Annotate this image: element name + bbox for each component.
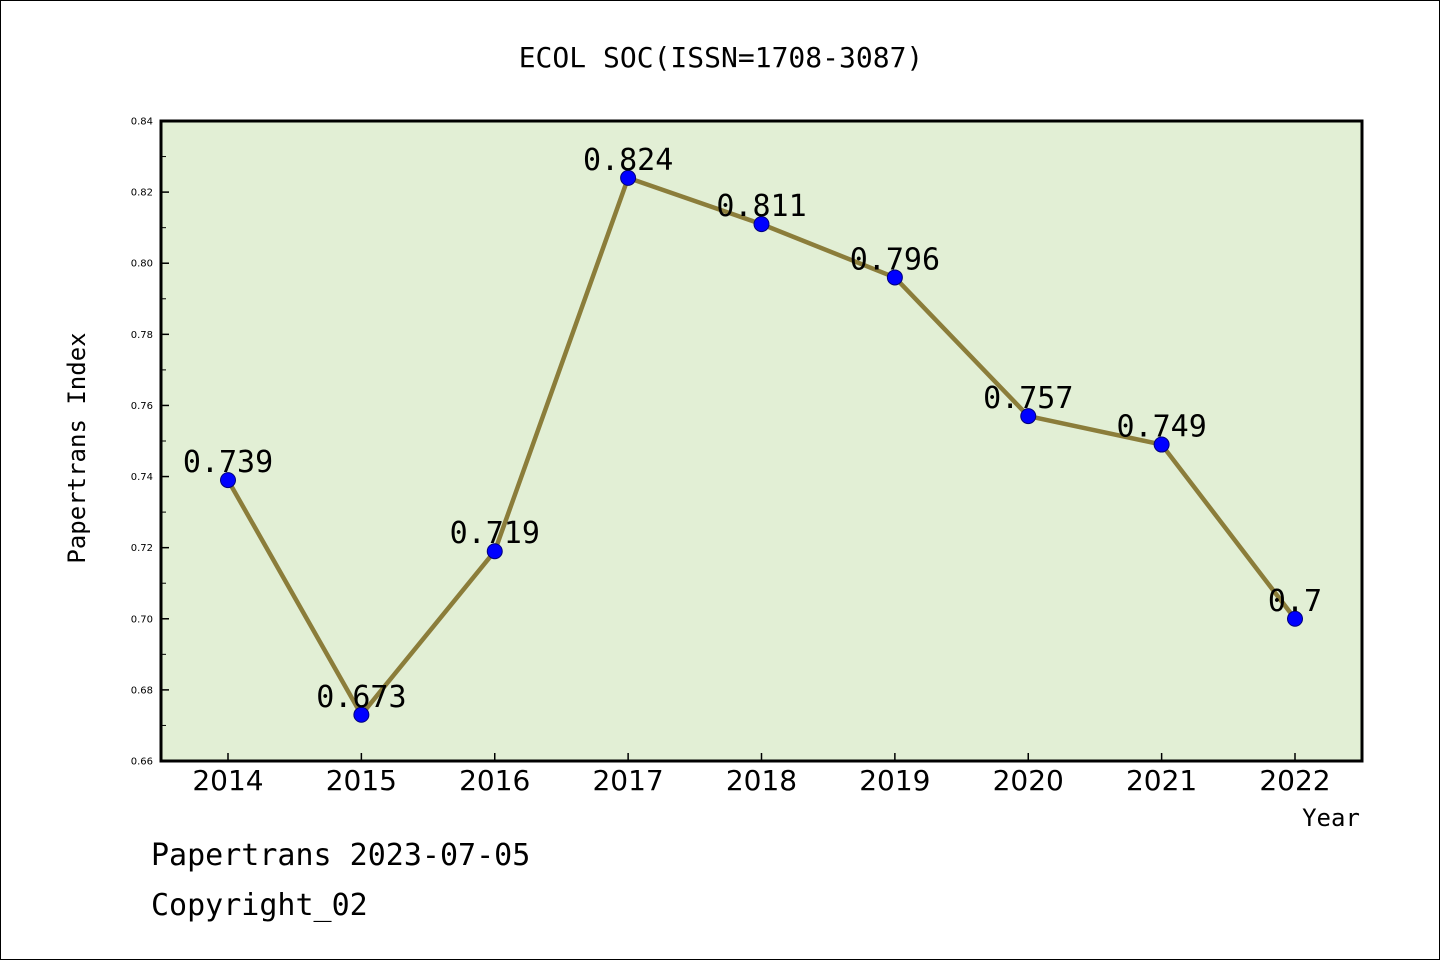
y-tick-label: 0.74: [131, 472, 153, 483]
plot-border: [159, 119, 1364, 763]
x-tick-label: 2017: [592, 764, 663, 797]
y-tick-label: 0.72: [131, 543, 153, 554]
data-point: [220, 472, 236, 489]
x-tick-label: 2014: [192, 764, 263, 797]
x-tick-label: 2019: [859, 764, 930, 797]
data-label: 0.824: [583, 143, 673, 178]
data-label: 0.739: [183, 445, 273, 480]
data-label: 0.673: [316, 680, 406, 715]
data-label: 0.796: [850, 242, 940, 277]
x-tick-label: 2020: [993, 764, 1064, 797]
y-tick-label: 0.68: [131, 685, 153, 696]
data-point: [1020, 408, 1037, 425]
data-label: 0.719: [450, 516, 540, 551]
x-tick-label: 2022: [1259, 764, 1330, 797]
x-tick-label: 2021: [1126, 764, 1197, 797]
x-axis-label: Year: [1302, 804, 1360, 832]
y-tick-label: 0.76: [131, 401, 153, 412]
y-tick-label: 0.66: [131, 757, 153, 768]
series-layer: 0.739 0.673 0.719 0.824 0.811 0.796 0.757 0.749…: [183, 143, 1322, 723]
chart-title: ECOL SOC(ISSN=1708-3087): [519, 41, 924, 74]
x-tick-label: 2015: [326, 764, 397, 797]
footer-date: Papertrans 2023-07-05: [151, 838, 530, 873]
data-label: 0.811: [716, 189, 806, 224]
y-tick-label: 0.70: [131, 614, 153, 625]
data-label: 0.757: [983, 381, 1073, 416]
data-point: [1153, 436, 1170, 453]
data-point: [1287, 610, 1303, 627]
x-tick-label: 2018: [726, 764, 797, 797]
data-point: [486, 543, 503, 560]
x-axis-ticks: 2014 2015 2016 2017 2018 2019 2020 2021 2022: [192, 753, 1331, 797]
y-axis-label: Papertrans Index: [63, 332, 91, 563]
x-tick-label: 2016: [459, 764, 530, 797]
data-point: [753, 216, 770, 233]
y-tick-label: 0.78: [131, 330, 153, 341]
data-point: [353, 706, 370, 723]
data-point: [620, 169, 637, 186]
data-label: 0.749: [1116, 410, 1206, 445]
data-point: [886, 269, 903, 286]
y-tick-label: 0.84: [131, 117, 153, 128]
y-tick-label: 0.82: [131, 188, 153, 199]
data-label: 0.7: [1268, 584, 1322, 619]
footer-copyright: Copyright_02: [151, 888, 368, 923]
y-tick-label: 0.80: [131, 259, 153, 270]
